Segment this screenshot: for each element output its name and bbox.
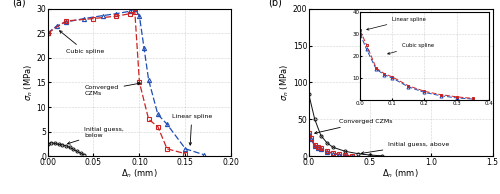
Text: Converged CZMs: Converged CZMs: [314, 119, 393, 134]
X-axis label: $\Delta_n$ (mm): $\Delta_n$ (mm): [121, 168, 158, 180]
Text: Initial guess,
below: Initial guess, below: [68, 127, 124, 144]
Text: (b): (b): [268, 0, 282, 7]
Text: Initial guess, above: Initial guess, above: [362, 142, 450, 154]
Text: Cubic spline: Cubic spline: [60, 31, 104, 54]
X-axis label: $\Delta_n$ (mm): $\Delta_n$ (mm): [382, 168, 419, 180]
Y-axis label: $\sigma_n$ (MPa): $\sigma_n$ (MPa): [22, 64, 35, 101]
Text: Converged
CZMs: Converged CZMs: [84, 82, 140, 96]
Text: Linear spline: Linear spline: [172, 114, 212, 145]
Y-axis label: $\sigma_n$ (MPa): $\sigma_n$ (MPa): [279, 64, 291, 101]
Text: (a): (a): [12, 0, 26, 7]
